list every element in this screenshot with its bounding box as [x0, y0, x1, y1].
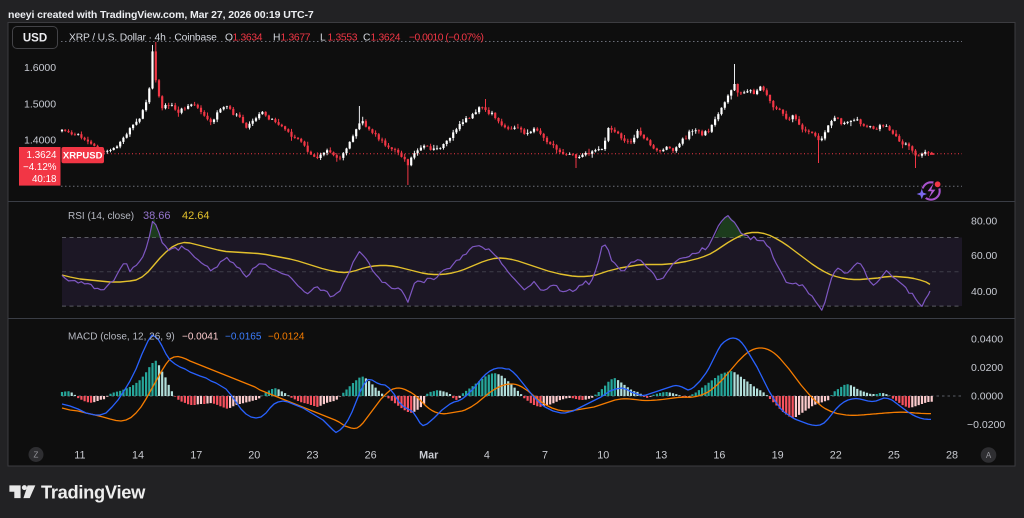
svg-text:11: 11 [74, 450, 85, 462]
svg-text:RSI (14, close): RSI (14, close) [68, 211, 134, 222]
svg-text:1.3553: 1.3553 [328, 33, 358, 44]
svg-text:−0.0124: −0.0124 [268, 332, 305, 343]
svg-text:Z: Z [34, 451, 39, 460]
svg-text:16: 16 [713, 450, 725, 462]
svg-text:80.00: 80.00 [971, 216, 997, 228]
svg-text:A: A [986, 451, 992, 460]
svg-text:26: 26 [365, 450, 377, 462]
svg-text:60.00: 60.00 [971, 250, 997, 262]
svg-text:1.3624: 1.3624 [27, 150, 58, 161]
svg-text:19: 19 [772, 450, 784, 462]
svg-text:Mar: Mar [419, 450, 439, 462]
svg-text:1.6000: 1.6000 [24, 62, 56, 74]
svg-text:17: 17 [190, 450, 202, 462]
svg-text:USD: USD [23, 33, 47, 45]
svg-text:C: C [363, 33, 371, 44]
svg-text:O: O [225, 33, 233, 44]
svg-text:1.4000: 1.4000 [24, 135, 56, 147]
svg-text:−4.12%: −4.12% [23, 162, 57, 173]
svg-text:0.0400: 0.0400 [971, 334, 1003, 346]
svg-text:38.66: 38.66 [143, 210, 171, 222]
svg-text:28: 28 [946, 450, 958, 462]
svg-text:7: 7 [542, 450, 548, 462]
svg-text:23: 23 [306, 450, 318, 462]
svg-text:L: L [320, 33, 326, 44]
svg-text:1.3677: 1.3677 [281, 33, 311, 44]
svg-text:1.3634: 1.3634 [233, 33, 263, 44]
svg-text:20: 20 [248, 450, 260, 462]
svg-text:neeyi created with TradingView: neeyi created with TradingView.com, Mar … [8, 9, 314, 21]
svg-text:−0.0200: −0.0200 [967, 419, 1005, 431]
svg-text:4: 4 [484, 450, 490, 462]
svg-text:22: 22 [830, 450, 842, 462]
svg-text:25: 25 [888, 450, 900, 462]
svg-text:MACD (close, 12, 26, 9): MACD (close, 12, 26, 9) [68, 332, 175, 343]
svg-text:10: 10 [597, 450, 609, 462]
svg-text:0.0000: 0.0000 [971, 391, 1003, 403]
svg-text:13: 13 [655, 450, 667, 462]
svg-text:1.3624: 1.3624 [371, 33, 401, 44]
svg-text:H: H [273, 33, 280, 44]
svg-text:TradingView: TradingView [41, 481, 146, 502]
svg-text:0.0200: 0.0200 [971, 362, 1003, 374]
svg-text:XRP / U.S. Dollar · 4h · Coinb: XRP / U.S. Dollar · 4h · Coinbase [69, 33, 217, 44]
svg-text:42.64: 42.64 [182, 210, 210, 222]
svg-text:40:18: 40:18 [32, 174, 57, 185]
svg-text:14: 14 [132, 450, 144, 462]
svg-text:−0.0165: −0.0165 [225, 332, 262, 343]
svg-text:40.00: 40.00 [971, 286, 997, 298]
svg-text:XRPUSD: XRPUSD [63, 151, 103, 162]
svg-text:1.5000: 1.5000 [24, 98, 56, 110]
svg-text:−0.0010 (−0.07%): −0.0010 (−0.07%) [409, 33, 484, 44]
svg-text:−0.0041: −0.0041 [182, 332, 219, 343]
